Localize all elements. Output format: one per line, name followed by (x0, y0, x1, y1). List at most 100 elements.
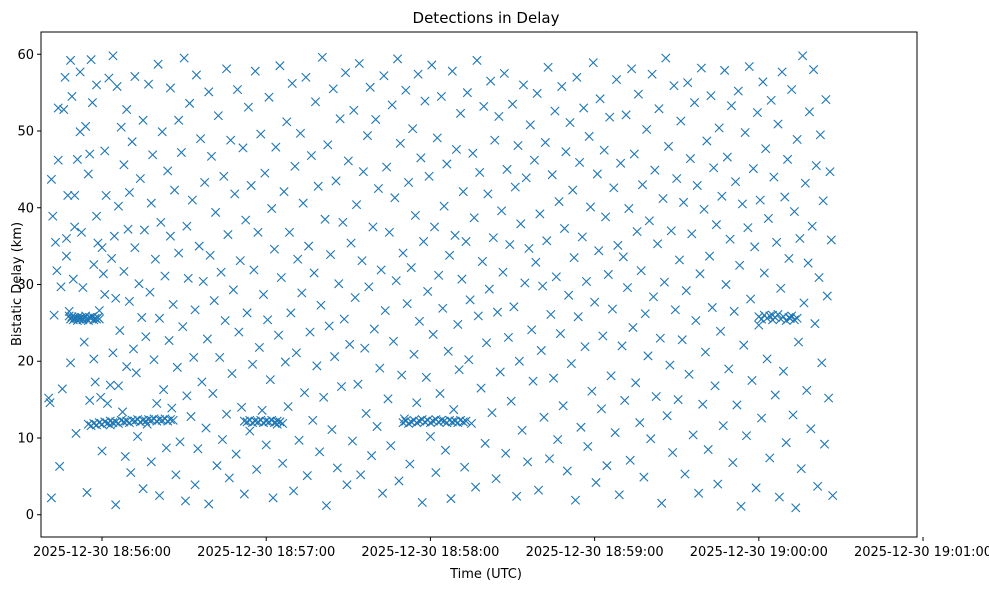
data-point (313, 181, 323, 191)
data-point (503, 332, 514, 343)
data-point (651, 391, 661, 402)
data-point (100, 146, 110, 156)
data-point (282, 117, 292, 127)
data-point (763, 213, 773, 224)
data-point (444, 250, 455, 260)
data-point (320, 214, 330, 224)
data-point (94, 314, 104, 324)
data-point (295, 128, 306, 138)
data-point (714, 123, 724, 133)
data-point (198, 276, 208, 287)
data-point (392, 54, 403, 64)
data-point (242, 308, 252, 318)
data-point (122, 362, 132, 372)
data-point (510, 182, 520, 192)
data-point (146, 198, 156, 208)
data-point (648, 292, 659, 302)
data-point (321, 500, 332, 511)
data-point (518, 80, 529, 90)
data-point (414, 316, 425, 326)
data-point (256, 129, 266, 139)
data-point (425, 418, 436, 428)
data-point (620, 395, 630, 405)
data-point (382, 162, 392, 172)
data-point (495, 367, 505, 377)
data-point (149, 355, 159, 365)
data-point (394, 476, 404, 486)
data-point (709, 163, 719, 173)
data-point (325, 249, 336, 260)
data-point (357, 256, 367, 266)
data-point (808, 65, 819, 75)
data-point (442, 159, 452, 169)
data-point (798, 51, 808, 61)
data-point (206, 151, 217, 161)
data-point (53, 103, 63, 113)
data-point (412, 418, 422, 428)
data-point (301, 72, 311, 82)
data-point (368, 222, 378, 232)
data-point (769, 172, 779, 182)
data-point (646, 434, 656, 444)
data-point (610, 428, 620, 438)
data-point (633, 89, 643, 99)
data-point (486, 76, 496, 86)
data-point (279, 187, 289, 197)
data-point (559, 223, 570, 234)
data-point (405, 459, 415, 469)
data-point (57, 384, 67, 394)
data-point (561, 147, 571, 157)
data-point (470, 482, 481, 492)
data-point (609, 183, 619, 193)
data-point (446, 494, 456, 504)
data-point (496, 206, 507, 216)
data-point (528, 376, 538, 386)
data-point (90, 377, 100, 387)
data-point (87, 98, 98, 108)
data-point (380, 306, 390, 316)
data-point (154, 490, 165, 501)
data-point (390, 193, 400, 203)
data-point (674, 255, 685, 265)
data-point (676, 116, 686, 126)
data-point (825, 167, 835, 177)
data-point (492, 307, 503, 317)
data-point (617, 341, 627, 351)
data-point (434, 270, 444, 280)
data-point (524, 243, 534, 254)
data-point (562, 466, 572, 476)
data-point (379, 71, 389, 81)
data-point (174, 248, 184, 258)
data-point (505, 240, 515, 250)
data-point (231, 449, 241, 459)
data-point (391, 276, 401, 286)
y-tick-label: 50 (17, 125, 34, 140)
data-point (721, 279, 731, 290)
data-point (756, 413, 767, 423)
data-point (245, 426, 255, 436)
data-point (791, 503, 801, 513)
data-point (584, 131, 594, 141)
data-point (472, 55, 482, 65)
data-point (353, 379, 363, 389)
data-point (190, 480, 200, 490)
data-point (366, 451, 377, 461)
data-point (480, 438, 490, 448)
data-point (662, 411, 672, 421)
data-point (436, 415, 446, 425)
data-point (688, 430, 698, 440)
data-point (765, 311, 775, 321)
data-point (398, 248, 408, 258)
data-point (264, 92, 274, 102)
data-point (358, 167, 368, 177)
x-tick-label: 2025-12-30 19:01:00 (854, 545, 989, 560)
data-point (383, 394, 393, 404)
data-point (741, 431, 752, 441)
data-point (176, 147, 186, 158)
data-point (773, 309, 783, 320)
data-point (438, 303, 448, 313)
data-point (402, 299, 412, 309)
data-point (330, 352, 340, 362)
data-point (600, 212, 611, 222)
data-point (680, 469, 690, 479)
